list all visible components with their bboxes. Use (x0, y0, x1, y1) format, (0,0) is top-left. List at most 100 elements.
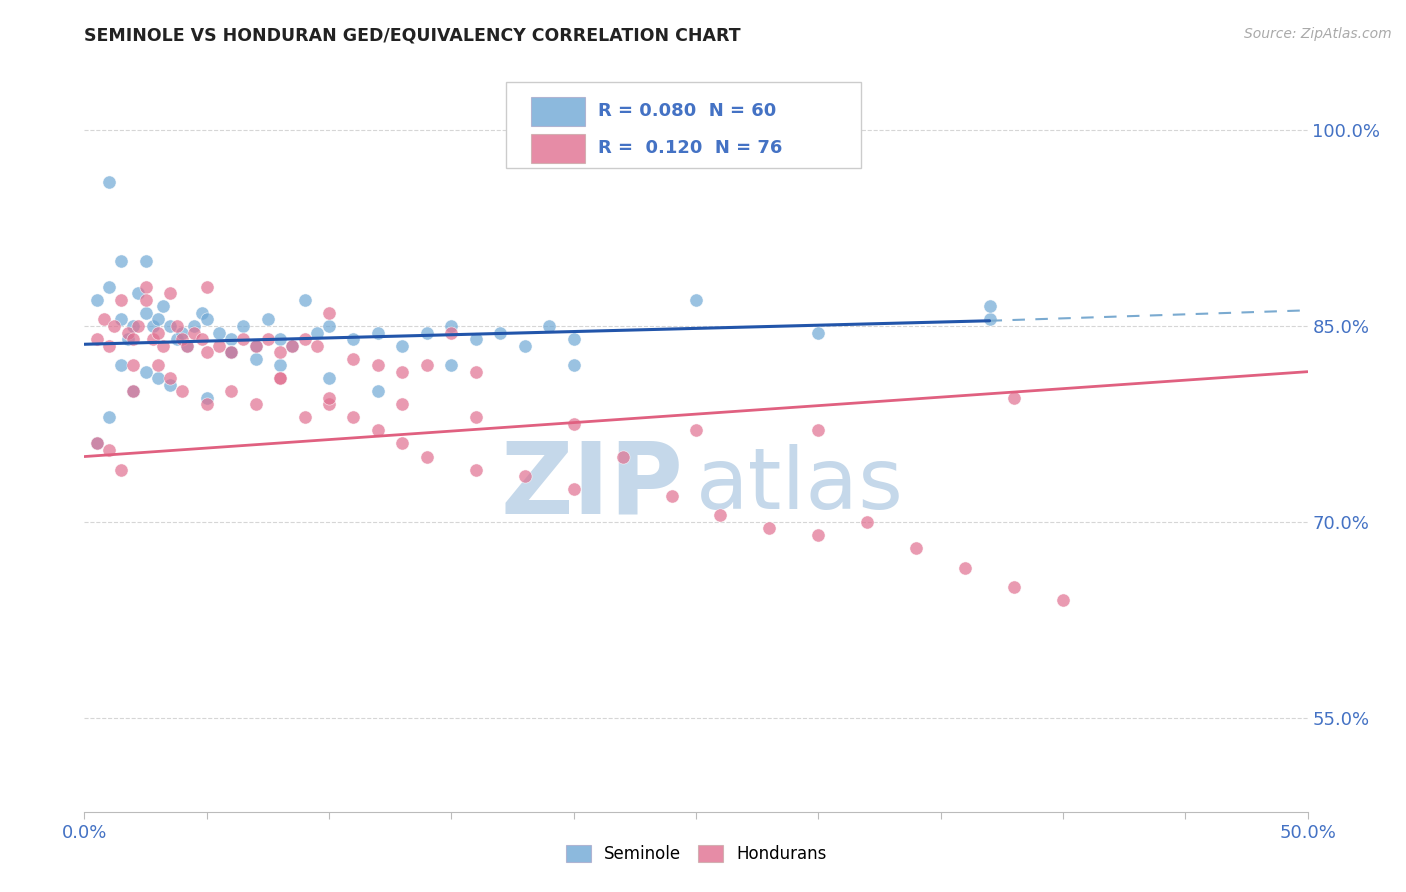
Point (103, 318, 125, 333)
Point (305, 326, 328, 340)
Point (219, 345, 242, 359)
Point (440, 318, 463, 333)
Point (176, 338, 198, 352)
Point (342, 332, 364, 346)
Point (93, 312, 115, 326)
Point (1052, 593, 1074, 607)
Point (318, 306, 340, 320)
Point (195, 345, 218, 359)
Point (86, 332, 108, 346)
Point (245, 351, 267, 366)
Point (294, 332, 316, 346)
Point (135, 253, 157, 268)
Point (489, 326, 512, 340)
Point (159, 286, 181, 301)
Point (135, 306, 157, 320)
Point (1002, 580, 1025, 594)
Point (166, 318, 188, 333)
Point (195, 397, 218, 411)
Point (281, 338, 304, 352)
Point (135, 280, 157, 294)
Point (122, 358, 145, 372)
Point (110, 462, 132, 476)
Point (183, 326, 205, 340)
Point (281, 338, 304, 352)
Point (219, 384, 242, 399)
Point (979, 312, 1001, 326)
Point (110, 358, 132, 372)
Text: Source: ZipAtlas.com: Source: ZipAtlas.com (1244, 27, 1392, 41)
Point (195, 312, 218, 326)
Point (269, 371, 291, 385)
Legend: Seminole, Hondurans: Seminole, Hondurans (560, 838, 832, 870)
Point (294, 293, 316, 307)
Point (758, 521, 780, 535)
Point (142, 318, 165, 333)
Point (219, 345, 242, 359)
Point (159, 377, 181, 392)
Point (391, 365, 413, 379)
Point (269, 332, 291, 346)
Point (318, 397, 340, 411)
Point (152, 338, 174, 352)
Point (318, 371, 340, 385)
Point (208, 326, 231, 340)
Point (97, 280, 120, 294)
Point (172, 326, 194, 340)
Point (367, 326, 389, 340)
Point (195, 391, 218, 405)
Point (97, 338, 120, 352)
Point (905, 541, 928, 555)
Point (232, 332, 254, 346)
Point (342, 410, 364, 425)
Point (146, 371, 169, 385)
Point (294, 410, 316, 425)
Point (191, 332, 214, 346)
Point (97, 410, 120, 425)
Point (807, 424, 830, 438)
Point (416, 450, 439, 464)
Point (219, 332, 242, 346)
Point (208, 338, 231, 352)
Point (122, 384, 145, 399)
Point (440, 358, 463, 372)
Point (245, 397, 267, 411)
Point (807, 528, 830, 542)
Point (257, 332, 280, 346)
FancyBboxPatch shape (531, 97, 585, 126)
Point (159, 371, 181, 385)
Text: R = 0.080  N = 60: R = 0.080 N = 60 (598, 102, 776, 120)
Point (513, 338, 536, 352)
Point (464, 332, 486, 346)
Point (538, 318, 561, 333)
Point (117, 326, 139, 340)
Point (245, 338, 267, 352)
Point (318, 391, 340, 405)
Point (562, 417, 585, 431)
Point (166, 332, 188, 346)
Point (135, 365, 157, 379)
Point (97, 443, 120, 458)
Point (146, 358, 169, 372)
Point (305, 338, 328, 352)
Point (269, 345, 291, 359)
Point (135, 293, 157, 307)
Text: SEMINOLE VS HONDURAN GED/EQUIVALENCY CORRELATION CHART: SEMINOLE VS HONDURAN GED/EQUIVALENCY COR… (84, 27, 741, 45)
Point (562, 358, 585, 372)
Point (146, 312, 169, 326)
Point (86, 436, 108, 450)
Point (146, 326, 169, 340)
Point (562, 332, 585, 346)
Point (110, 293, 132, 307)
Point (562, 482, 585, 496)
Point (110, 253, 132, 268)
Point (709, 508, 731, 523)
Text: R =  0.120  N = 76: R = 0.120 N = 76 (598, 138, 783, 157)
Point (117, 332, 139, 346)
Point (159, 318, 181, 333)
Point (176, 338, 198, 352)
Point (232, 318, 254, 333)
Point (391, 338, 413, 352)
Point (807, 326, 830, 340)
Point (97, 175, 120, 189)
